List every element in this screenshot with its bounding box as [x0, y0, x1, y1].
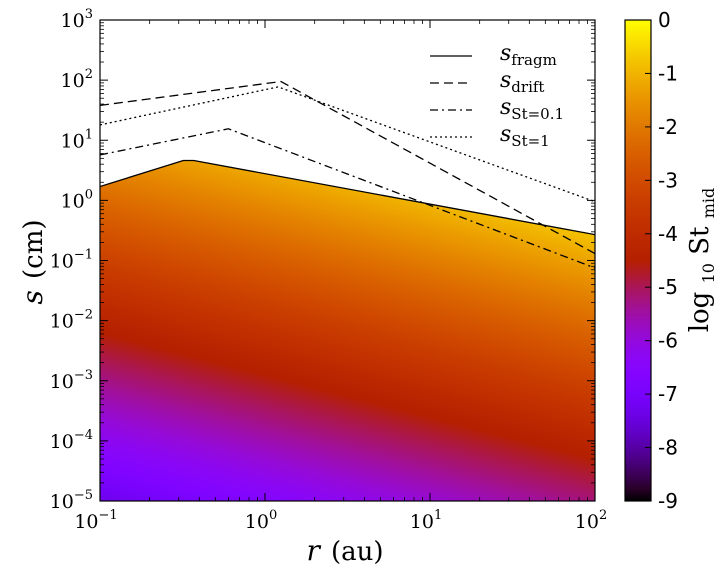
colorbar-tick-label: -9 [658, 489, 678, 513]
x-tick-label: 101 [410, 508, 442, 533]
x-tick-label: 10−1 [74, 508, 117, 533]
colorbar-tick-label: -7 [658, 382, 678, 406]
y-axis-title: s (cm) [16, 220, 49, 305]
colorbar-title-main: log [685, 292, 715, 333]
y-axis-unit: (cm) [19, 220, 49, 280]
legend-entry: sdrift [500, 68, 544, 96]
y-tick-label: 103 [61, 7, 93, 32]
series-lines [100, 80, 595, 269]
colorbar-title-rest-sub: mid [699, 188, 718, 219]
series-line-st01 [100, 128, 595, 269]
y-tick-label: 10−2 [50, 308, 93, 333]
colorbar-title: log 10 St mid [685, 188, 721, 333]
y-tick-label: 10−5 [50, 488, 93, 513]
legend-entry: sSt=1 [500, 122, 550, 150]
colorbar-title-sub: 10 [699, 263, 718, 283]
colorbar-tick-label: 0 [658, 8, 671, 32]
colorbar-title-rest: St [685, 226, 715, 255]
y-tick-label: 102 [61, 67, 93, 92]
y-tick-label: 10−4 [50, 428, 93, 453]
x-axis-var: r [306, 534, 321, 567]
colorbar-tick-label: -6 [658, 329, 678, 353]
legend-entry: sSt=0.1 [500, 95, 564, 123]
colorbar-tick-label: -2 [658, 115, 678, 139]
colorbar: 0 -1 -2 -3 -4 -5 -6 -7 -8 -9 log 10 St mid [624, 8, 721, 513]
series-line-fragm [100, 159, 595, 236]
y-tick-label: 10−3 [50, 368, 93, 393]
colorbar-gradient-bar [625, 20, 651, 501]
colorbar-tick-label: -5 [658, 275, 678, 299]
colorbar-tick-label: -1 [658, 61, 678, 85]
colorbar-tick-label: -3 [658, 168, 678, 192]
colorbar-ticks: 0 -1 -2 -3 -4 -5 -6 -7 -8 -9 [645, 8, 678, 513]
x-axis-unit: (au) [331, 537, 384, 567]
y-ticks: 10−5 10−4 10−3 10−2 10−1 100 101 102 103 [50, 7, 595, 513]
plot-area: 10−1 100 101 102 10−5 10−4 10−3 10−2 10−1 100 101… [50, 7, 608, 533]
colorbar-tick-label: -4 [658, 222, 678, 246]
y-axis-var: s [16, 290, 49, 304]
x-tick-label: 100 [245, 508, 277, 533]
series-line-drift [100, 80, 595, 255]
colorbar-frame [624, 19, 652, 502]
x-axis-title: r (au) [306, 534, 383, 567]
legend-entry: sfragm [500, 41, 557, 69]
series-line-st1 [100, 86, 595, 203]
colorbar-tick-label: -8 [658, 436, 678, 460]
y-tick-label: 10−1 [50, 248, 93, 273]
x-tick-label: 102 [575, 508, 607, 533]
x-ticks: 10−1 100 101 102 [74, 20, 607, 533]
y-tick-label: 100 [61, 187, 93, 212]
y-tick-label: 101 [61, 127, 93, 152]
